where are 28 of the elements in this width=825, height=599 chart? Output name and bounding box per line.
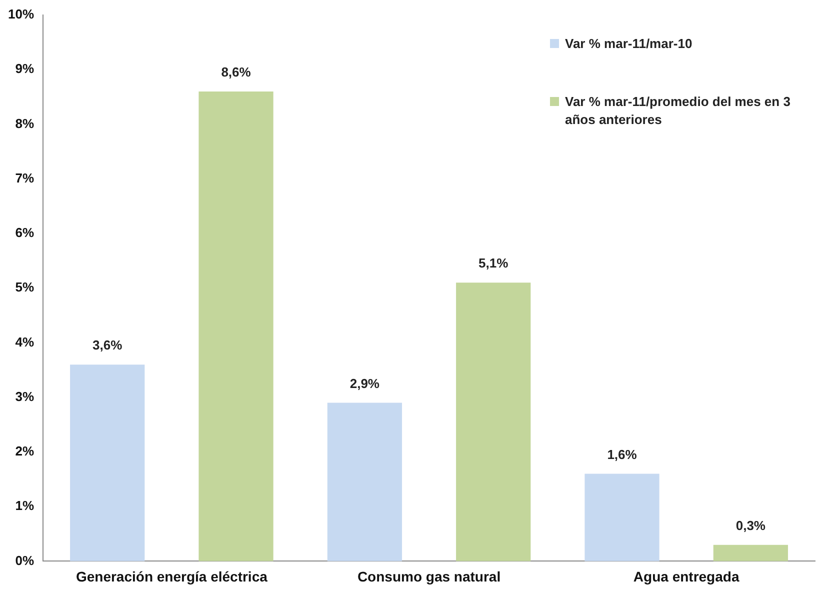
y-tick-label: 0% [15,552,34,568]
y-tick-label: 5% [15,280,34,295]
bar [456,282,531,562]
y-tick-label: 10% [8,6,34,22]
y-tick-label: 7% [15,170,34,186]
x-tick-label: Consumo gas natural [357,568,501,584]
y-tick-label: 8% [15,116,34,131]
y-tick-label: 6% [15,225,34,240]
bar [70,364,145,562]
y-tick-label: 1% [15,498,34,514]
bar [713,544,788,562]
bar [327,402,402,562]
x-tick-label: Agua entregada [633,568,740,584]
data-label: 0,3% [736,518,766,533]
legend-label: Var % mar-11/promedio del mes en 3 años anteriores [565,93,792,129]
bar [198,91,274,562]
data-label: 3,6% [92,338,123,353]
y-tick-label: 9% [15,61,34,76]
bar [584,474,660,562]
data-label: 8,6% [221,64,252,80]
data-label: 5,1% [478,256,509,271]
legend-label: Var % mar-11/mar-10 [565,35,692,53]
data-label: 1,6% [607,446,638,462]
y-tick-label: 3% [15,388,34,404]
y-tick-label: 4% [15,334,34,350]
x-tick-label: Generación energía eléctrica [76,568,268,584]
data-label: 2,9% [350,376,380,391]
y-tick-label: 2% [15,444,34,459]
